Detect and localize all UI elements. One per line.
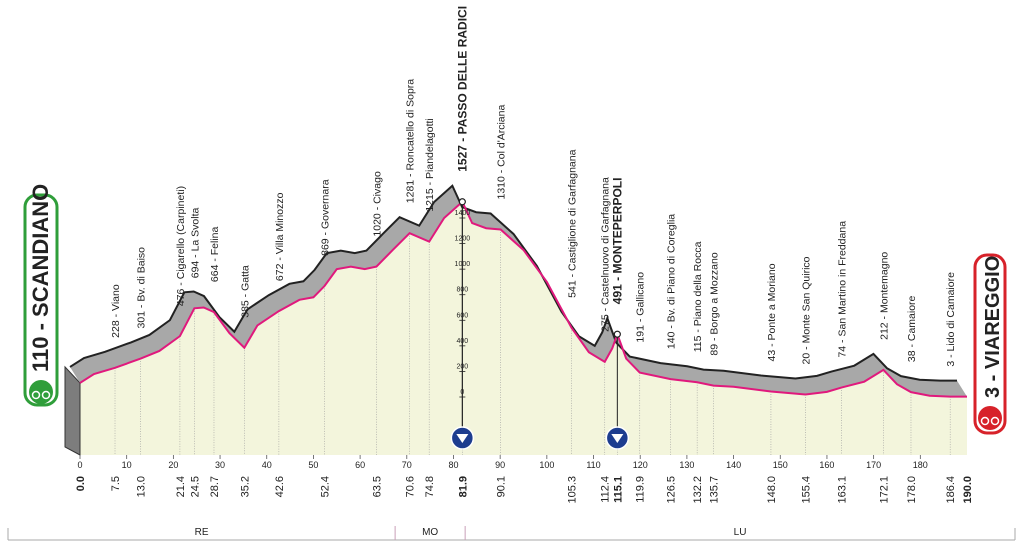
waypoint-km: 13.0: [136, 476, 148, 497]
waypoint-label: 115 - Piano della Rocca: [692, 241, 704, 352]
summit-marker-arrow: [611, 434, 624, 443]
start-badge: [23, 193, 59, 407]
start-icon-wheel: [41, 390, 51, 400]
x-tick-label: 50: [308, 460, 318, 470]
waypoint-km: 135.7: [709, 476, 721, 504]
profile-line: [79, 200, 967, 398]
x-tick-label: 150: [773, 460, 788, 470]
waypoint-km: 163.1: [836, 476, 848, 504]
x-tick-label: 60: [355, 460, 365, 470]
x-tick-label: 10: [122, 460, 132, 470]
waypoint-label: 20 - Monte San Quirico: [800, 256, 812, 364]
region-label: MO: [422, 527, 438, 538]
waypoint-label: 212 - Montemagno: [878, 252, 890, 340]
x-tick-label: 100: [539, 460, 554, 470]
plot: 0200400600800100012001400010203040506070…: [64, 6, 974, 540]
waypoint-label: 43 - Ponte a Moriano: [766, 263, 778, 361]
waypoint-km: 63.5: [371, 476, 383, 497]
waypoint-label: 191 - Gallicano: [635, 272, 647, 343]
waypoint-km: 81.9: [457, 476, 469, 497]
waypoint-label: 1020 - Civago: [371, 171, 383, 237]
waypoint-label: 541 - Castiglione di Garfagnana: [567, 149, 579, 297]
waypoint-km: 115.1: [612, 476, 624, 503]
x-tick-label: 0: [77, 460, 82, 470]
profile-area: [80, 201, 967, 455]
summit-dot: [458, 198, 466, 206]
waypoint-km: 52.4: [320, 476, 332, 497]
waypoint-label: 74 - San Martino in Freddana: [836, 221, 848, 358]
waypoint-label: 1281 - Roncatello di Sopra: [405, 79, 417, 203]
waypoint-label: 228 - Viano: [110, 284, 122, 338]
start-icon: [29, 380, 53, 404]
x-tick-label: 80: [448, 460, 458, 470]
x-tick-label: 160: [819, 460, 834, 470]
profile-ridge: [69, 184, 957, 382]
waypoint-label: 275 - Castelnuovo di Garfagnana: [600, 177, 612, 332]
waypoint-km: 186.4: [945, 476, 957, 504]
waypoint-km: 7.5: [110, 476, 122, 491]
waypoint-km: 126.5: [666, 476, 678, 504]
region-label: RE: [195, 527, 209, 538]
waypoint-label: 301 - Bv. di Baiso: [136, 247, 148, 329]
start-wall: [64, 365, 81, 456]
finish-label: 3 - VIAREGGIO: [982, 256, 1004, 398]
x-tick-label: 140: [726, 460, 741, 470]
x-tick-label: 110: [586, 460, 600, 470]
start-icon-wheel: [31, 390, 41, 400]
waypoint-km: 132.2: [692, 476, 704, 504]
finish-icon-wheel: [990, 416, 1000, 426]
start-label: 110 - SCANDIANO: [28, 184, 53, 372]
waypoint-km: 178.0: [906, 476, 918, 504]
x-tick-label: 120: [633, 460, 648, 470]
waypoint-label: 385 - Gatta: [239, 265, 251, 318]
waypoint-km: 28.7: [209, 476, 221, 497]
waypoint-km: 148.0: [766, 476, 778, 504]
waypoint-label: 869 - Governara: [320, 179, 332, 256]
waypoint-label: 3 - Lido di Camaiore: [945, 272, 957, 367]
region-label: LU: [734, 527, 747, 538]
waypoint-km: 112.4: [600, 476, 612, 503]
waypoint-km: 24.5: [189, 476, 201, 497]
finish-badge: [973, 253, 1007, 435]
x-tick-label: 20: [168, 460, 178, 470]
x-tick-label: 130: [679, 460, 694, 470]
waypoint-label: 1310 - Col d'Arciana: [496, 105, 508, 200]
summit-marker-arrow: [456, 434, 469, 443]
waypoint-label: 664 - Felina: [209, 226, 221, 282]
x-tick-label: 90: [495, 460, 505, 470]
waypoint-label: 672 - Villa Minozzo: [274, 192, 286, 281]
waypoint-km: 105.3: [567, 476, 579, 504]
waypoint-label: 476 - Cigarello (Carpineti): [175, 186, 187, 306]
waypoint-km: 42.6: [274, 476, 286, 497]
waypoint-km: 21.4: [175, 476, 187, 497]
waypoint-km: 155.4: [800, 476, 812, 504]
waypoint-label: 491 - MONTEPERPOLI: [610, 178, 624, 305]
waypoint-km: 172.1: [878, 476, 890, 504]
waypoint-label: 694 - La Svolta: [189, 207, 201, 278]
finish-icon: [978, 406, 1002, 430]
finish-icon-wheel: [980, 416, 990, 426]
waypoint-km: 70.6: [405, 476, 417, 497]
waypoint-km: 190.0: [962, 476, 974, 504]
waypoint-label: 38 - Camaiore: [906, 295, 918, 362]
x-tick-label: 70: [402, 460, 412, 470]
waypoint-label: 140 - Bv. di Piano di Coreglia: [666, 214, 678, 349]
x-tick-label: 170: [866, 460, 881, 470]
waypoint-label: 89 - Borgo a Mozzano: [709, 252, 721, 355]
waypoint-km: 74.8: [424, 476, 436, 497]
waypoint-km: 0.0: [75, 476, 87, 491]
x-tick-label: 40: [262, 460, 272, 470]
waypoint-km: 90.1: [496, 476, 508, 497]
waypoint-label: 1527 - PASSO DELLE RADICI: [455, 6, 469, 172]
summit-dot: [613, 330, 621, 338]
x-tick-label: 180: [913, 460, 928, 470]
waypoint-km: 35.2: [239, 476, 251, 497]
waypoint-km: 119.9: [635, 476, 647, 503]
x-tick-label: 30: [215, 460, 225, 470]
waypoint-label: 1215 - Piandelagotti: [424, 118, 436, 211]
